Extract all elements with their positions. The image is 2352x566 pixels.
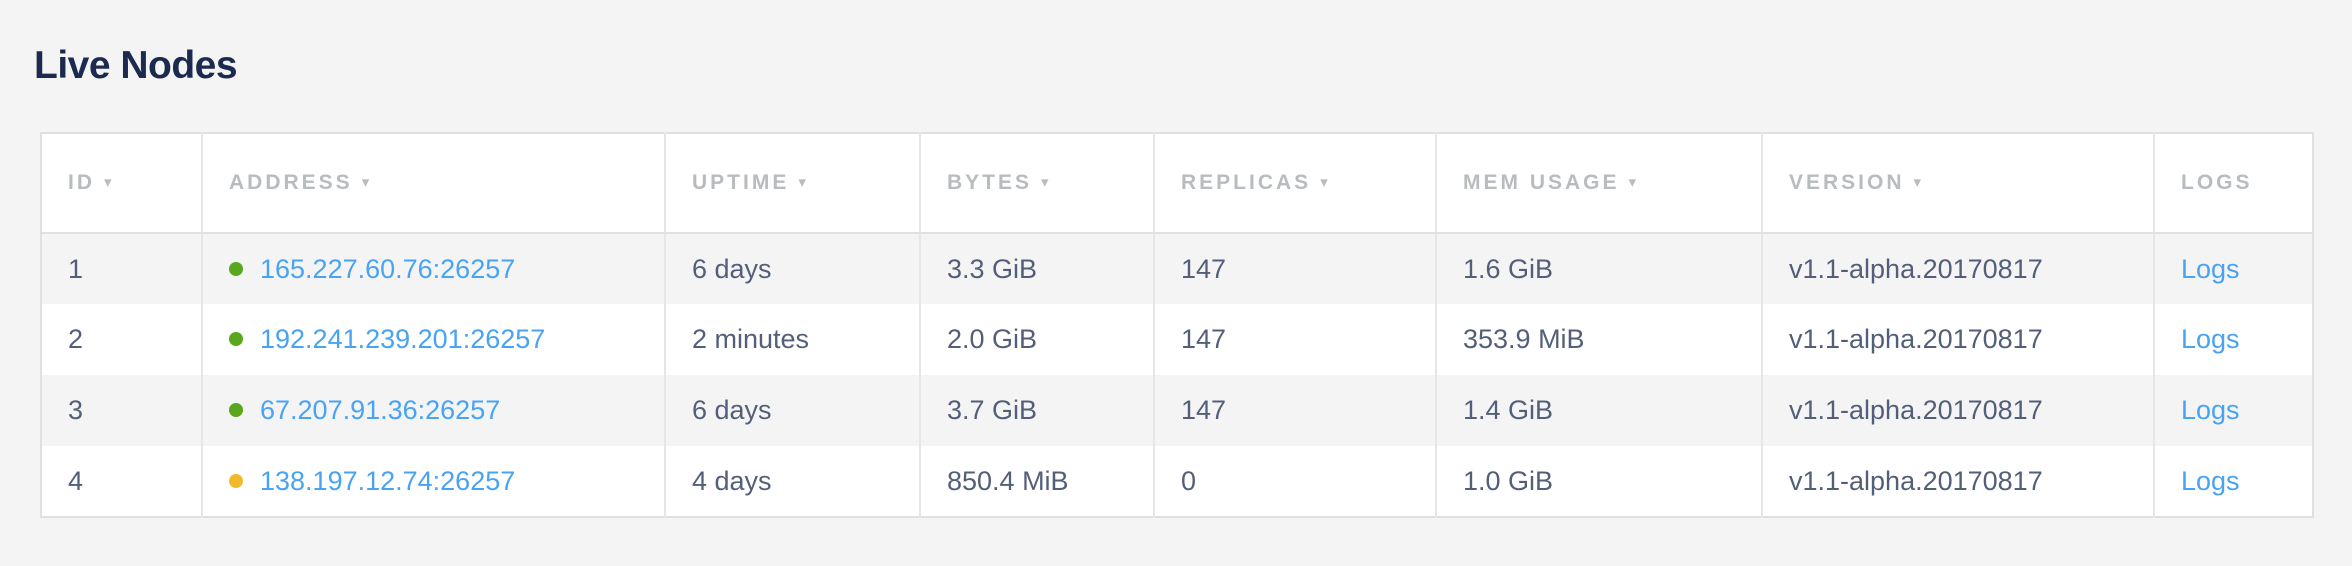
node-bytes-cell: 850.4 MiB — [920, 446, 1155, 517]
live-nodes-page: Live Nodes ID ▾ ADDRESS ▾ UPTIME ▾ BYTES ▾ R… — [34, 44, 2314, 518]
node-uptime-cell: 2 minutes — [665, 304, 921, 375]
column-header-bytes[interactable]: BYTES ▾ — [920, 133, 1155, 234]
node-logs-link[interactable]: Logs — [2181, 253, 2240, 284]
sort-caret-icon: ▾ — [1913, 174, 1925, 191]
table-header-row: ID ▾ ADDRESS ▾ UPTIME ▾ BYTES ▾ REPLICAS ▾ ME… — [41, 133, 2313, 234]
node-status-icon — [229, 473, 243, 488]
column-header-uptime[interactable]: UPTIME ▾ — [665, 133, 921, 234]
node-id-cell: 4 — [41, 446, 203, 517]
node-row: 1 165.227.60.76:26257 6 days 3.3 GiB 147… — [41, 233, 2313, 304]
sort-caret-icon: ▾ — [1320, 174, 1331, 191]
sort-caret-icon: ▾ — [798, 174, 809, 191]
node-logs-link[interactable]: Logs — [2181, 465, 2240, 496]
node-address-cell: 165.227.60.76:26257 — [202, 233, 666, 304]
node-replicas-cell: 147 — [1154, 233, 1437, 304]
column-header-label: VERSION — [1789, 171, 1905, 194]
node-replicas-cell: 147 — [1154, 304, 1437, 375]
node-id-cell: 1 — [41, 233, 203, 304]
node-row: 2 192.241.239.201:26257 2 minutes 2.0 Gi… — [41, 304, 2313, 375]
node-row: 4 138.197.12.74:26257 4 days 850.4 MiB 0… — [41, 446, 2313, 517]
node-version-cell: v1.1-alpha.20170817 — [1762, 446, 2155, 517]
sort-caret-icon: ▾ — [1628, 174, 1640, 191]
column-header-logs: LOGS — [2154, 133, 2313, 234]
node-logs-cell: Logs — [2154, 375, 2313, 446]
node-address-cell: 192.241.239.201:26257 — [202, 304, 666, 375]
node-logs-cell: Logs — [2154, 304, 2313, 375]
node-id-cell: 3 — [41, 375, 203, 446]
node-version-cell: v1.1-alpha.20170817 — [1762, 375, 2155, 446]
column-header-label: BYTES — [947, 171, 1033, 194]
column-header-label: ID — [68, 171, 95, 194]
node-address-cell: 138.197.12.74:26257 — [202, 446, 666, 517]
sort-caret-icon: ▾ — [104, 174, 115, 191]
node-logs-link[interactable]: Logs — [2181, 324, 2240, 354]
node-mem-usage-cell: 1.0 GiB — [1436, 446, 1763, 517]
node-mem-usage-cell: 1.6 GiB — [1436, 233, 1763, 304]
node-version-cell: v1.1-alpha.20170817 — [1762, 304, 2155, 375]
node-status-icon — [229, 332, 243, 346]
column-header-label: ADDRESS — [229, 171, 353, 194]
node-bytes-cell: 2.0 GiB — [920, 304, 1155, 375]
node-uptime-cell: 4 days — [665, 446, 921, 517]
column-header-label: UPTIME — [692, 171, 790, 194]
node-status-icon — [229, 261, 243, 276]
column-header-version[interactable]: VERSION ▾ — [1762, 133, 2155, 234]
node-uptime-cell: 6 days — [665, 233, 921, 304]
column-header-label: REPLICAS — [1181, 171, 1312, 194]
node-status-icon — [229, 403, 243, 417]
sort-caret-icon: ▾ — [1041, 174, 1052, 191]
node-replicas-cell: 0 — [1154, 446, 1437, 517]
live-nodes-table: ID ▾ ADDRESS ▾ UPTIME ▾ BYTES ▾ REPLICAS ▾ ME… — [40, 132, 2314, 518]
node-bytes-cell: 3.3 GiB — [920, 233, 1155, 304]
sort-caret-icon: ▾ — [361, 174, 373, 191]
node-address-link[interactable]: 138.197.12.74:26257 — [260, 465, 516, 496]
node-version-cell: v1.1-alpha.20170817 — [1762, 233, 2155, 304]
node-mem-usage-cell: 353.9 MiB — [1436, 304, 1763, 375]
node-replicas-cell: 147 — [1154, 375, 1437, 446]
column-header-id[interactable]: ID ▾ — [41, 133, 203, 234]
node-row: 3 67.207.91.36:26257 6 days 3.7 GiB 147 … — [41, 375, 2313, 446]
node-id-cell: 2 — [41, 304, 203, 375]
column-header-label: LOGS — [2181, 171, 2253, 194]
column-header-replicas[interactable]: REPLICAS ▾ — [1154, 133, 1437, 234]
column-header-address[interactable]: ADDRESS ▾ — [202, 133, 666, 234]
node-mem-usage-cell: 1.4 GiB — [1436, 375, 1763, 446]
node-address-link[interactable]: 192.241.239.201:26257 — [260, 324, 546, 354]
column-header-label: MEM USAGE — [1463, 171, 1620, 194]
node-logs-cell: Logs — [2154, 446, 2313, 517]
node-bytes-cell: 3.7 GiB — [920, 375, 1155, 446]
node-uptime-cell: 6 days — [665, 375, 921, 446]
column-header-mem-usage[interactable]: MEM USAGE ▾ — [1436, 133, 1763, 234]
node-logs-link[interactable]: Logs — [2181, 395, 2240, 425]
node-address-link[interactable]: 67.207.91.36:26257 — [260, 395, 501, 425]
page-title: Live Nodes — [34, 44, 238, 87]
node-address-cell: 67.207.91.36:26257 — [202, 375, 666, 446]
node-address-link[interactable]: 165.227.60.76:26257 — [260, 253, 516, 284]
node-logs-cell: Logs — [2154, 233, 2313, 304]
